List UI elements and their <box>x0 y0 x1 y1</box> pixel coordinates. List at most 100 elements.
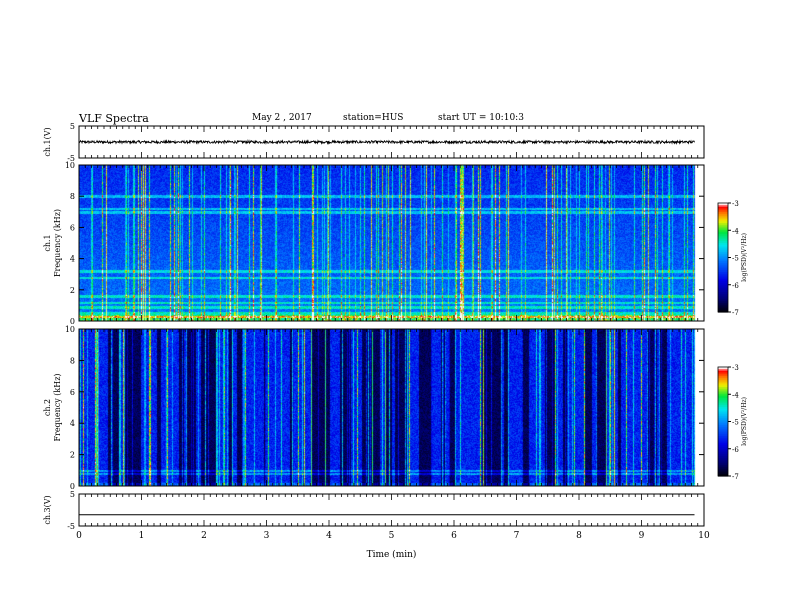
colorbar-segment <box>718 470 728 473</box>
colorbar-tick-label: -4 <box>732 391 739 399</box>
y-tick-label: 8 <box>70 192 75 201</box>
colorbar-segment <box>718 248 728 251</box>
y-axis-label: ch.1 <box>43 234 52 251</box>
colorbar-segment <box>718 463 728 466</box>
colorbar-segment <box>718 268 728 271</box>
colorbar-segment <box>718 257 728 260</box>
colorbar-segment <box>718 445 728 448</box>
colorbar-segment <box>718 397 728 401</box>
colorbar-segment <box>718 295 728 299</box>
y-tick-label: 6 <box>70 223 75 232</box>
ch3-waveform: 5 -5 ch.3(V) <box>43 490 705 531</box>
colorbar-segment <box>718 374 728 377</box>
colorbar-segment <box>718 461 728 464</box>
y-tick-label: -5 <box>67 154 75 163</box>
colorbar-segment <box>718 385 728 388</box>
colorbar-segment <box>718 279 728 282</box>
colorbar-segment <box>718 224 728 228</box>
colorbar-segment <box>718 396 728 399</box>
x-tick-label: 3 <box>264 531 270 541</box>
colorbar-segment <box>718 376 728 379</box>
colorbar-segment <box>718 221 728 224</box>
y-tick-label: 2 <box>70 451 75 460</box>
colorbar-segment <box>718 454 728 457</box>
x-tick-label: 8 <box>576 531 582 541</box>
colorbar-segment <box>718 232 728 235</box>
colorbar-segment <box>718 264 728 268</box>
colorbar-segment <box>718 284 728 288</box>
colorbar-segment <box>718 235 728 239</box>
colorbar-segment <box>718 228 728 231</box>
colorbar-segment <box>718 215 728 219</box>
colorbar-segment <box>718 441 728 444</box>
y-tick-label: 10 <box>65 325 75 334</box>
y-tick-label: 5 <box>70 490 75 499</box>
x-tick-label: 1 <box>139 531 145 541</box>
colorbar-segment <box>718 272 728 275</box>
colorbar-segment <box>718 261 728 264</box>
colorbar-segment <box>718 250 728 253</box>
colorbar-segment <box>718 270 728 273</box>
colorbar-segment <box>718 213 728 217</box>
colorbar-segment <box>718 290 728 293</box>
colorbar-segment <box>718 465 728 468</box>
spectrogram-image <box>79 165 704 321</box>
colorbar-segment <box>718 428 728 432</box>
colorbar-segment <box>718 241 728 244</box>
colorbar-segment <box>718 405 728 408</box>
colorbar-segment <box>718 414 728 417</box>
colorbar-segment <box>718 432 728 435</box>
colorbar-segment <box>718 446 728 450</box>
y-tick-label: 0 <box>70 317 75 326</box>
y-axis-label-2: Frequency (kHz) <box>53 373 62 441</box>
colorbar-segment <box>718 306 728 309</box>
y-tick-label: 8 <box>70 356 75 365</box>
x-tick-label: 9 <box>639 531 645 541</box>
colorbar-tick-label: -5 <box>732 255 739 263</box>
colorbar-label: log(PSD)(V²/Hz) <box>741 233 748 282</box>
colorbar-segment <box>718 226 728 230</box>
colorbar-segment <box>718 436 728 439</box>
colorbar-segment <box>718 416 728 419</box>
colorbar-segment <box>718 255 728 259</box>
colorbar-label: log(PSD)(V²/Hz) <box>741 397 748 446</box>
colorbar-segment <box>718 466 728 470</box>
colorbar-segment <box>718 412 728 415</box>
colorbar-segment <box>718 275 728 279</box>
colorbar-segment <box>718 417 728 421</box>
colorbar-segment <box>718 399 728 403</box>
colorbar-segment <box>718 301 728 304</box>
colorbar-segment <box>718 286 728 289</box>
colorbar-segment <box>718 252 728 255</box>
colorbar-segment <box>718 394 728 397</box>
colorbar-segment <box>718 386 728 390</box>
x-tick-label: 0 <box>76 531 82 541</box>
colorbar-segment <box>718 273 728 277</box>
colorbar-segment <box>718 239 728 242</box>
colorbar-segment <box>718 281 728 284</box>
colorbar-segment <box>718 299 728 302</box>
colorbar-segment <box>718 262 728 266</box>
colorbar-segment <box>718 388 728 392</box>
colorbar-segment <box>718 452 728 455</box>
colorbar-segment <box>718 310 728 313</box>
colorbar-segment <box>718 253 728 257</box>
colorbar-segment <box>718 230 728 233</box>
x-tick-label: 10 <box>698 531 710 541</box>
colorbar-segment <box>718 293 728 297</box>
colorbar-ch1: -3 -4 -5 -6 -7 log(PSD)(V²/Hz) <box>717 200 748 317</box>
colorbar-segment <box>718 308 728 311</box>
colorbar-tick-label: -7 <box>732 309 739 317</box>
y-tick-label: 4 <box>70 255 75 264</box>
x-tick-label: 4 <box>326 531 332 541</box>
colorbar-segment <box>718 426 728 430</box>
colorbar-segment <box>718 390 728 394</box>
x-tick-label: 5 <box>389 531 395 541</box>
colorbar-ch2: -3 -4 -5 -6 -7 log(PSD)(V²/Hz) <box>717 364 748 481</box>
colorbar-segment <box>718 367 728 370</box>
colorbar-segment <box>718 410 728 414</box>
y-tick-label: 6 <box>70 388 75 397</box>
colorbar-segment <box>718 242 728 246</box>
colorbar-tick-label: -3 <box>732 364 739 372</box>
